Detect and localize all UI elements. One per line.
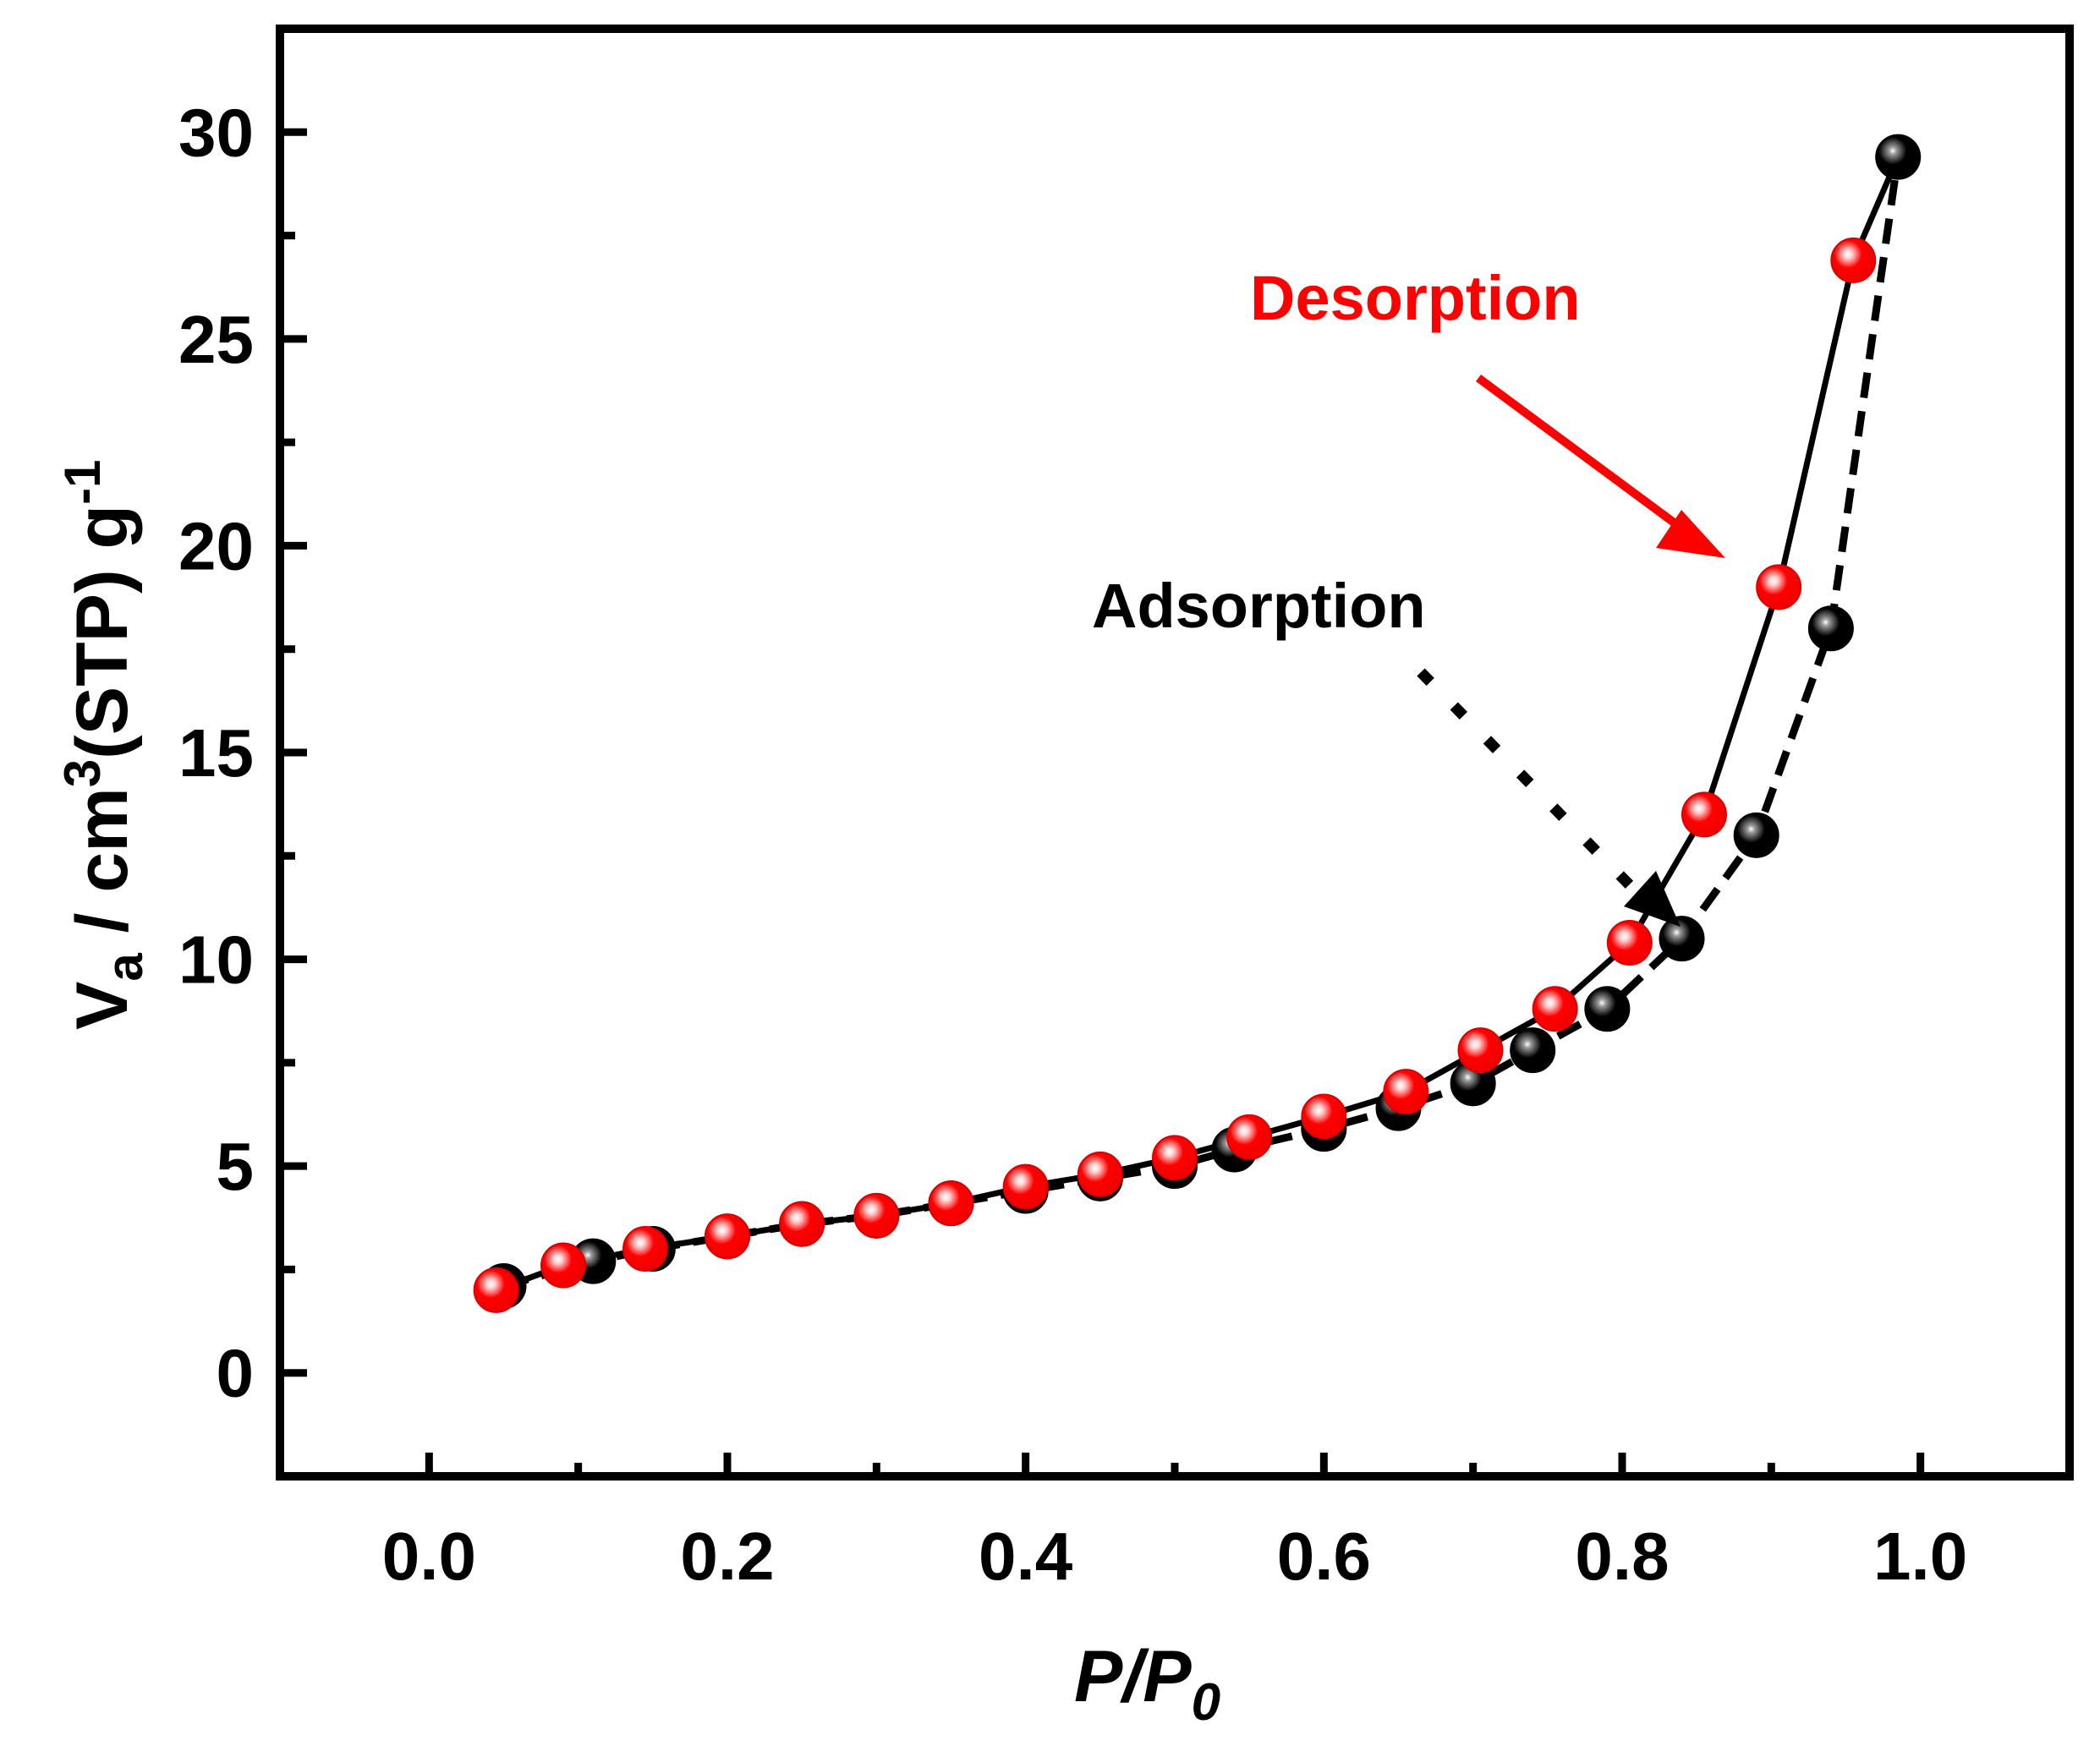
y-tick-label: 10	[178, 922, 254, 998]
axis-ticks	[280, 128, 1925, 1476]
desorption-point	[1830, 237, 1877, 283]
desorption-annotation: Desorption	[1250, 263, 1581, 333]
desorption-point	[1681, 791, 1727, 838]
adsorption-point	[1584, 986, 1631, 1032]
desorption-arrow-head	[1656, 510, 1725, 558]
y-tick-label: 5	[217, 1129, 255, 1204]
y-tick-label: 30	[178, 95, 254, 170]
adsorption-point	[1659, 916, 1705, 962]
x-tick-label: 0.8	[1575, 1519, 1669, 1594]
y-axis-title: Va / cm3(STP) g-1	[54, 460, 153, 1030]
x-tick-label: 0.4	[979, 1519, 1073, 1594]
desorption-point	[473, 1267, 519, 1313]
desorption-point	[1152, 1135, 1198, 1181]
x-tick-label: 0.0	[382, 1519, 476, 1594]
desorption-point	[1383, 1069, 1429, 1115]
x-tick-label: 0.2	[680, 1519, 774, 1594]
adsorption-point	[1510, 1027, 1556, 1074]
y-tick-label: 20	[178, 508, 254, 583]
desorption-point	[1002, 1163, 1049, 1210]
desorption-markers	[473, 237, 1877, 1313]
desorption-line	[495, 156, 1901, 1294]
desorption-arrow	[1476, 374, 1686, 534]
y-tick-label: 25	[178, 302, 254, 377]
desorption-point	[1606, 920, 1653, 966]
adsorption-arrow	[1417, 668, 1637, 892]
desorption-point	[540, 1242, 587, 1289]
tick-labels: 0.0 0.2 0.4 0.6 0.8 1.0 0 5 10 15 20 25 30	[178, 95, 1967, 1594]
desorption-point	[1457, 1027, 1504, 1074]
desorption-point	[1226, 1114, 1273, 1160]
x-tick-label: 1.0	[1873, 1519, 1967, 1594]
adsorption-line	[502, 156, 1902, 1290]
desorption-point	[622, 1225, 669, 1272]
desorption-point	[928, 1180, 974, 1227]
y-tick-label: 0	[217, 1336, 255, 1411]
desorption-point	[1756, 564, 1802, 610]
desorption-point	[853, 1192, 900, 1239]
adsorption-point	[1875, 134, 1922, 180]
desorption-point	[779, 1201, 825, 1247]
y-tick-label: 15	[178, 715, 254, 791]
x-axis-title: P/P0	[1074, 1636, 1220, 1732]
desorption-point	[1077, 1151, 1123, 1197]
adsorption-arrow-head	[1624, 871, 1681, 927]
desorption-point	[1301, 1093, 1347, 1140]
x-tick-label: 0.6	[1277, 1519, 1371, 1594]
adsorption-annotation: Adsorption	[1092, 571, 1426, 641]
adsorption-point	[1733, 812, 1779, 858]
adsorption-markers	[480, 134, 1922, 1309]
adsorption-point	[1807, 605, 1854, 652]
desorption-point	[705, 1213, 750, 1260]
desorption-point	[1532, 986, 1578, 1032]
